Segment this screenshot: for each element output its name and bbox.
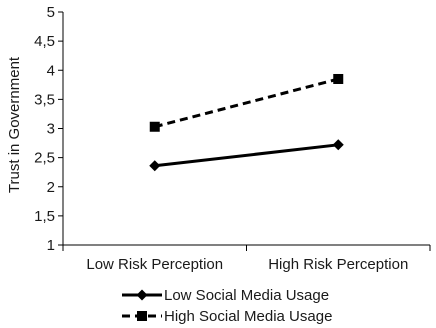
legend: Low Social Media Usage High Social Media … xyxy=(122,287,332,325)
data-point-series-2 xyxy=(333,73,344,84)
data-point-series-1 xyxy=(149,160,161,172)
y-tick-label: 4,5 xyxy=(34,33,55,50)
y-tick-label: 5 xyxy=(47,4,55,21)
legend-marker-1 xyxy=(136,289,148,301)
data-point-series-1 xyxy=(332,139,344,151)
x-tick-label: High Risk Perception xyxy=(268,256,408,273)
y-tick-label: 3 xyxy=(47,121,55,138)
legend-label-1: Low Social Media Usage xyxy=(164,287,329,304)
y-tick-label: 4 xyxy=(47,62,55,79)
x-tick-label: Low Risk Perception xyxy=(86,256,223,273)
y-tick-label: 2,5 xyxy=(34,150,55,167)
y-tick-label: 3,5 xyxy=(34,91,55,108)
series-line-2 xyxy=(154,77,339,129)
legend-label-2: High Social Media Usage xyxy=(164,308,332,325)
data-point-series-2 xyxy=(149,121,160,132)
series-line-1 xyxy=(154,143,339,168)
y-axis-title: Trust in Government xyxy=(6,56,23,193)
legend-marker-2 xyxy=(137,311,147,321)
y-tick-label: 1,5 xyxy=(34,208,55,225)
y-tick-label: 1 xyxy=(47,237,55,254)
plot-area: 1 1,5 2 2,5 3 3,5 4 4,5 5 Low Risk Perception High… xyxy=(34,4,431,273)
y-tick-label: 2 xyxy=(47,179,55,196)
